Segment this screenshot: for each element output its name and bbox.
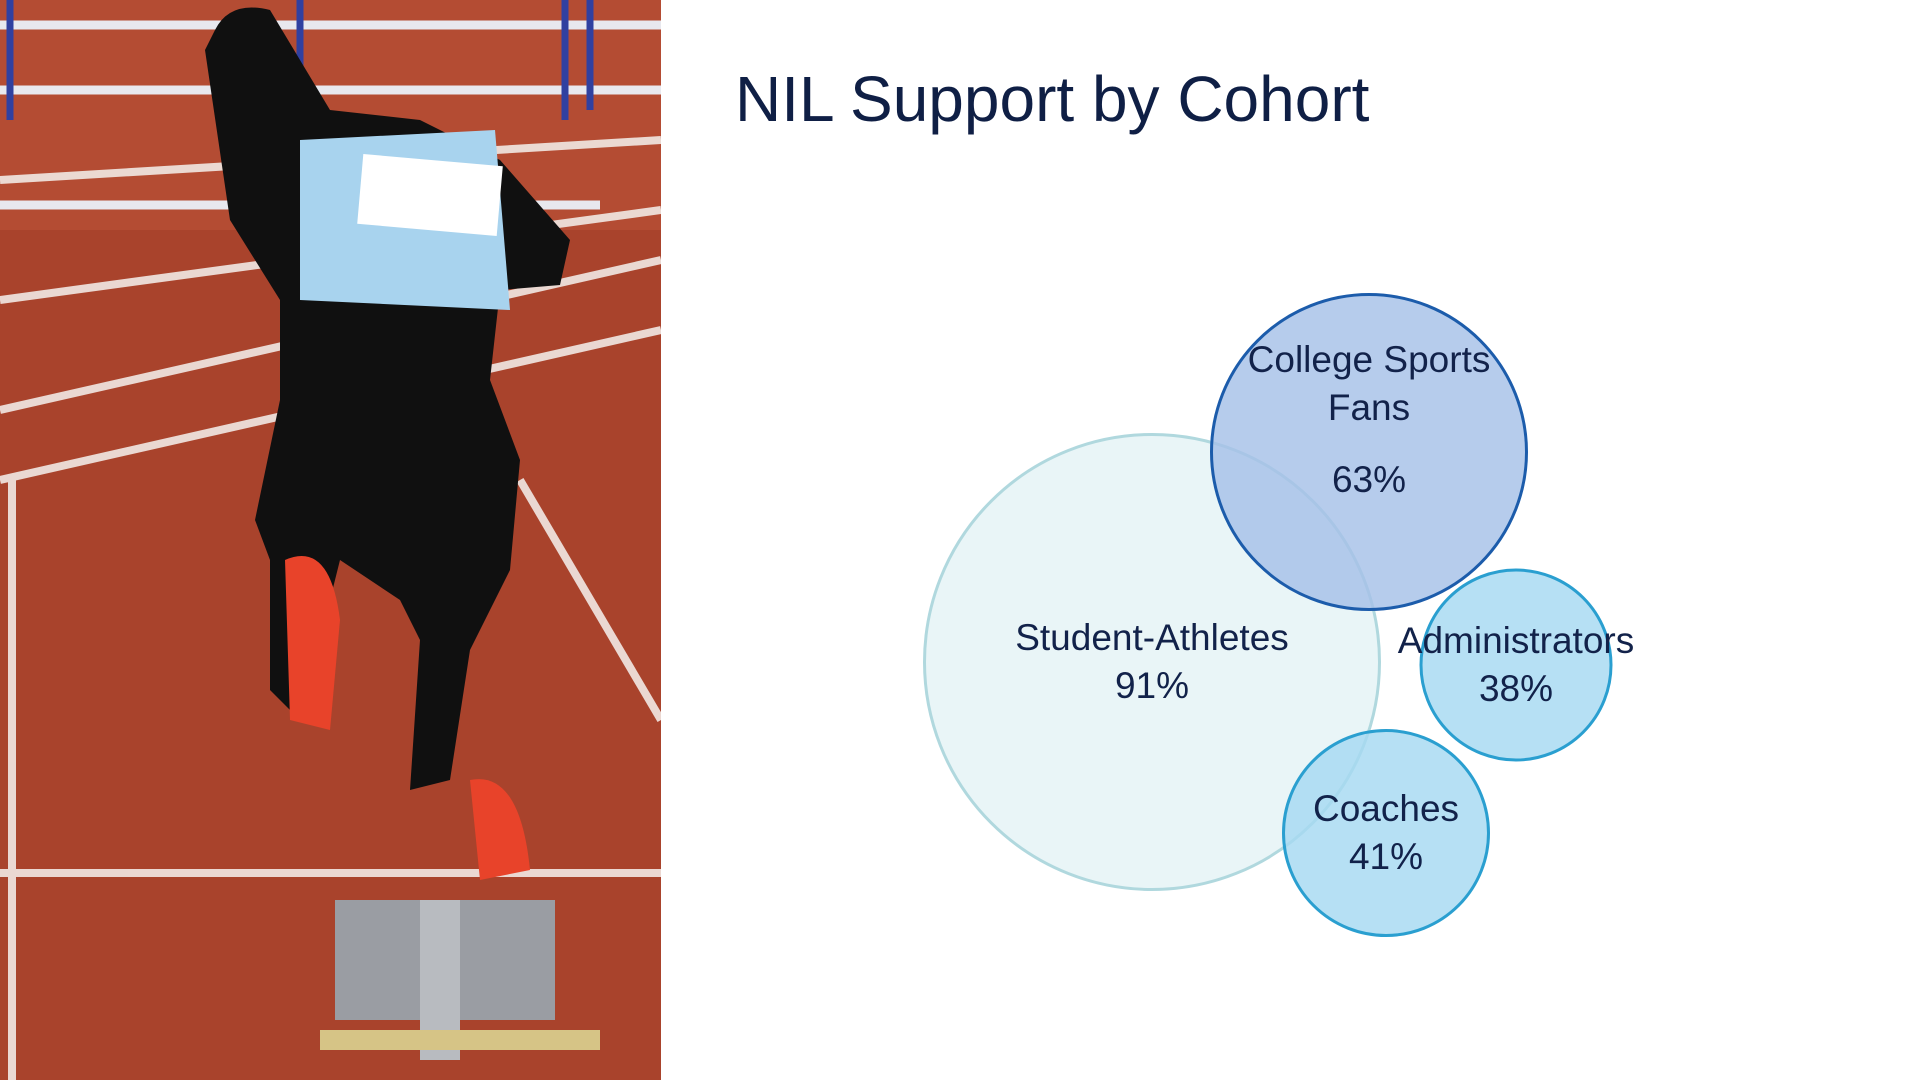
track-photo — [0, 0, 661, 1080]
bubble-label: Administrators — [1397, 620, 1635, 661]
bubble — [1210, 293, 1528, 611]
bubble — [1282, 729, 1490, 937]
bubble-value: 38% — [1478, 668, 1554, 709]
bubble-label: Student-Athletes — [1015, 617, 1289, 658]
bubble-value: 63% — [1331, 459, 1407, 500]
bubble-label: Coaches — [1312, 788, 1460, 829]
bubble-value: 41% — [1348, 836, 1424, 877]
chart-title: NIL Support by Cohort — [735, 63, 1370, 135]
bubble-value: 91% — [1114, 665, 1190, 706]
bubble-label: College Sports Fans — [1247, 339, 1491, 428]
bubble — [1419, 568, 1613, 762]
